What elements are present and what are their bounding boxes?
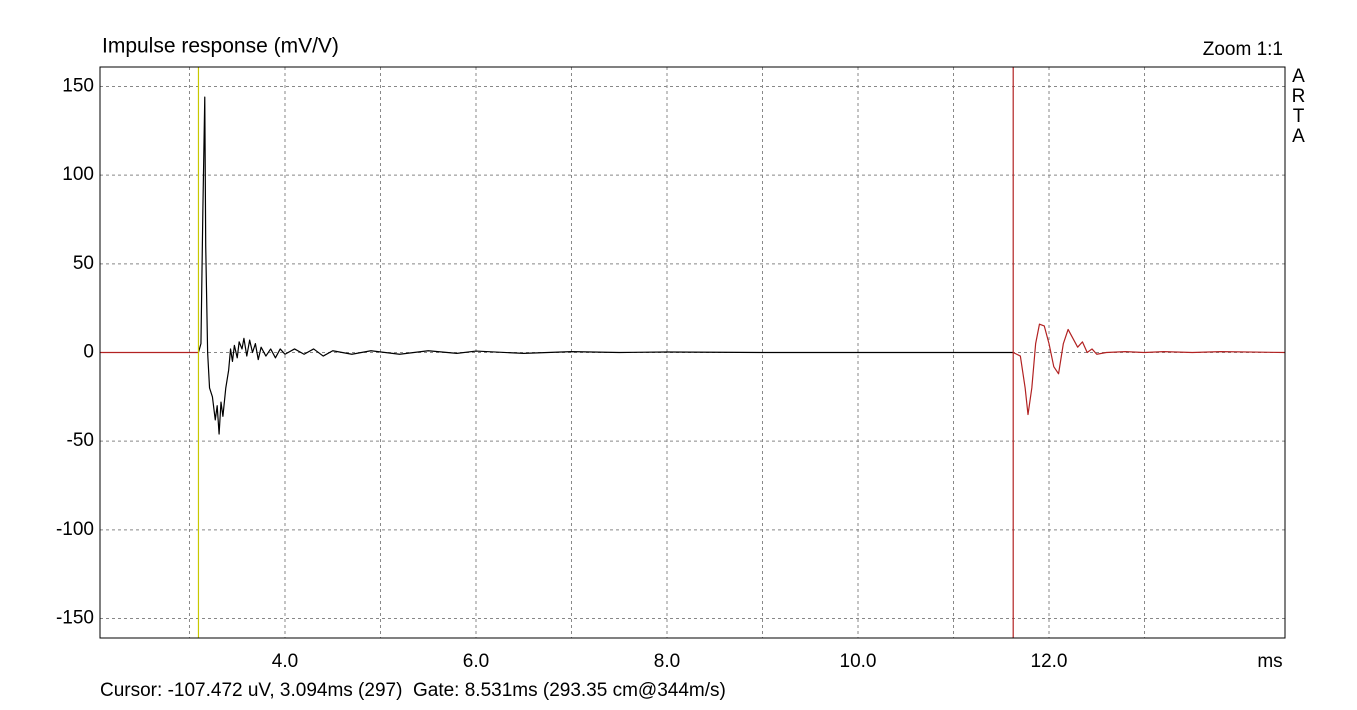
y-tick-label: -100 (56, 519, 94, 540)
y-tick-label: 0 (83, 342, 94, 363)
zoom-label: Zoom 1:1 (1203, 39, 1283, 60)
x-axis-label: ms (1257, 651, 1282, 672)
y-tick-label: -50 (67, 430, 94, 451)
series-line (100, 323, 1286, 416)
x-tick-label: 4.0 (272, 651, 298, 672)
y-tick-label: 100 (62, 164, 94, 185)
y-tick-label: 150 (62, 76, 94, 97)
y-tick-label: -150 (56, 608, 94, 629)
x-tick-label: 12.0 (1031, 651, 1068, 672)
x-tick-label: 6.0 (463, 651, 489, 672)
plot-frame (99, 66, 1286, 639)
x-tick-label: 10.0 (840, 651, 877, 672)
brand: ARTA (1288, 66, 1309, 146)
x-tick-label: 8.0 (654, 651, 680, 672)
chart-title: Impulse response (mV/V) (102, 35, 339, 58)
series-line (197, 96, 1014, 435)
y-tick-label: 50 (73, 253, 94, 274)
status-line: Cursor: -107.472 uV, 3.094ms (297) Gate:… (100, 680, 726, 701)
